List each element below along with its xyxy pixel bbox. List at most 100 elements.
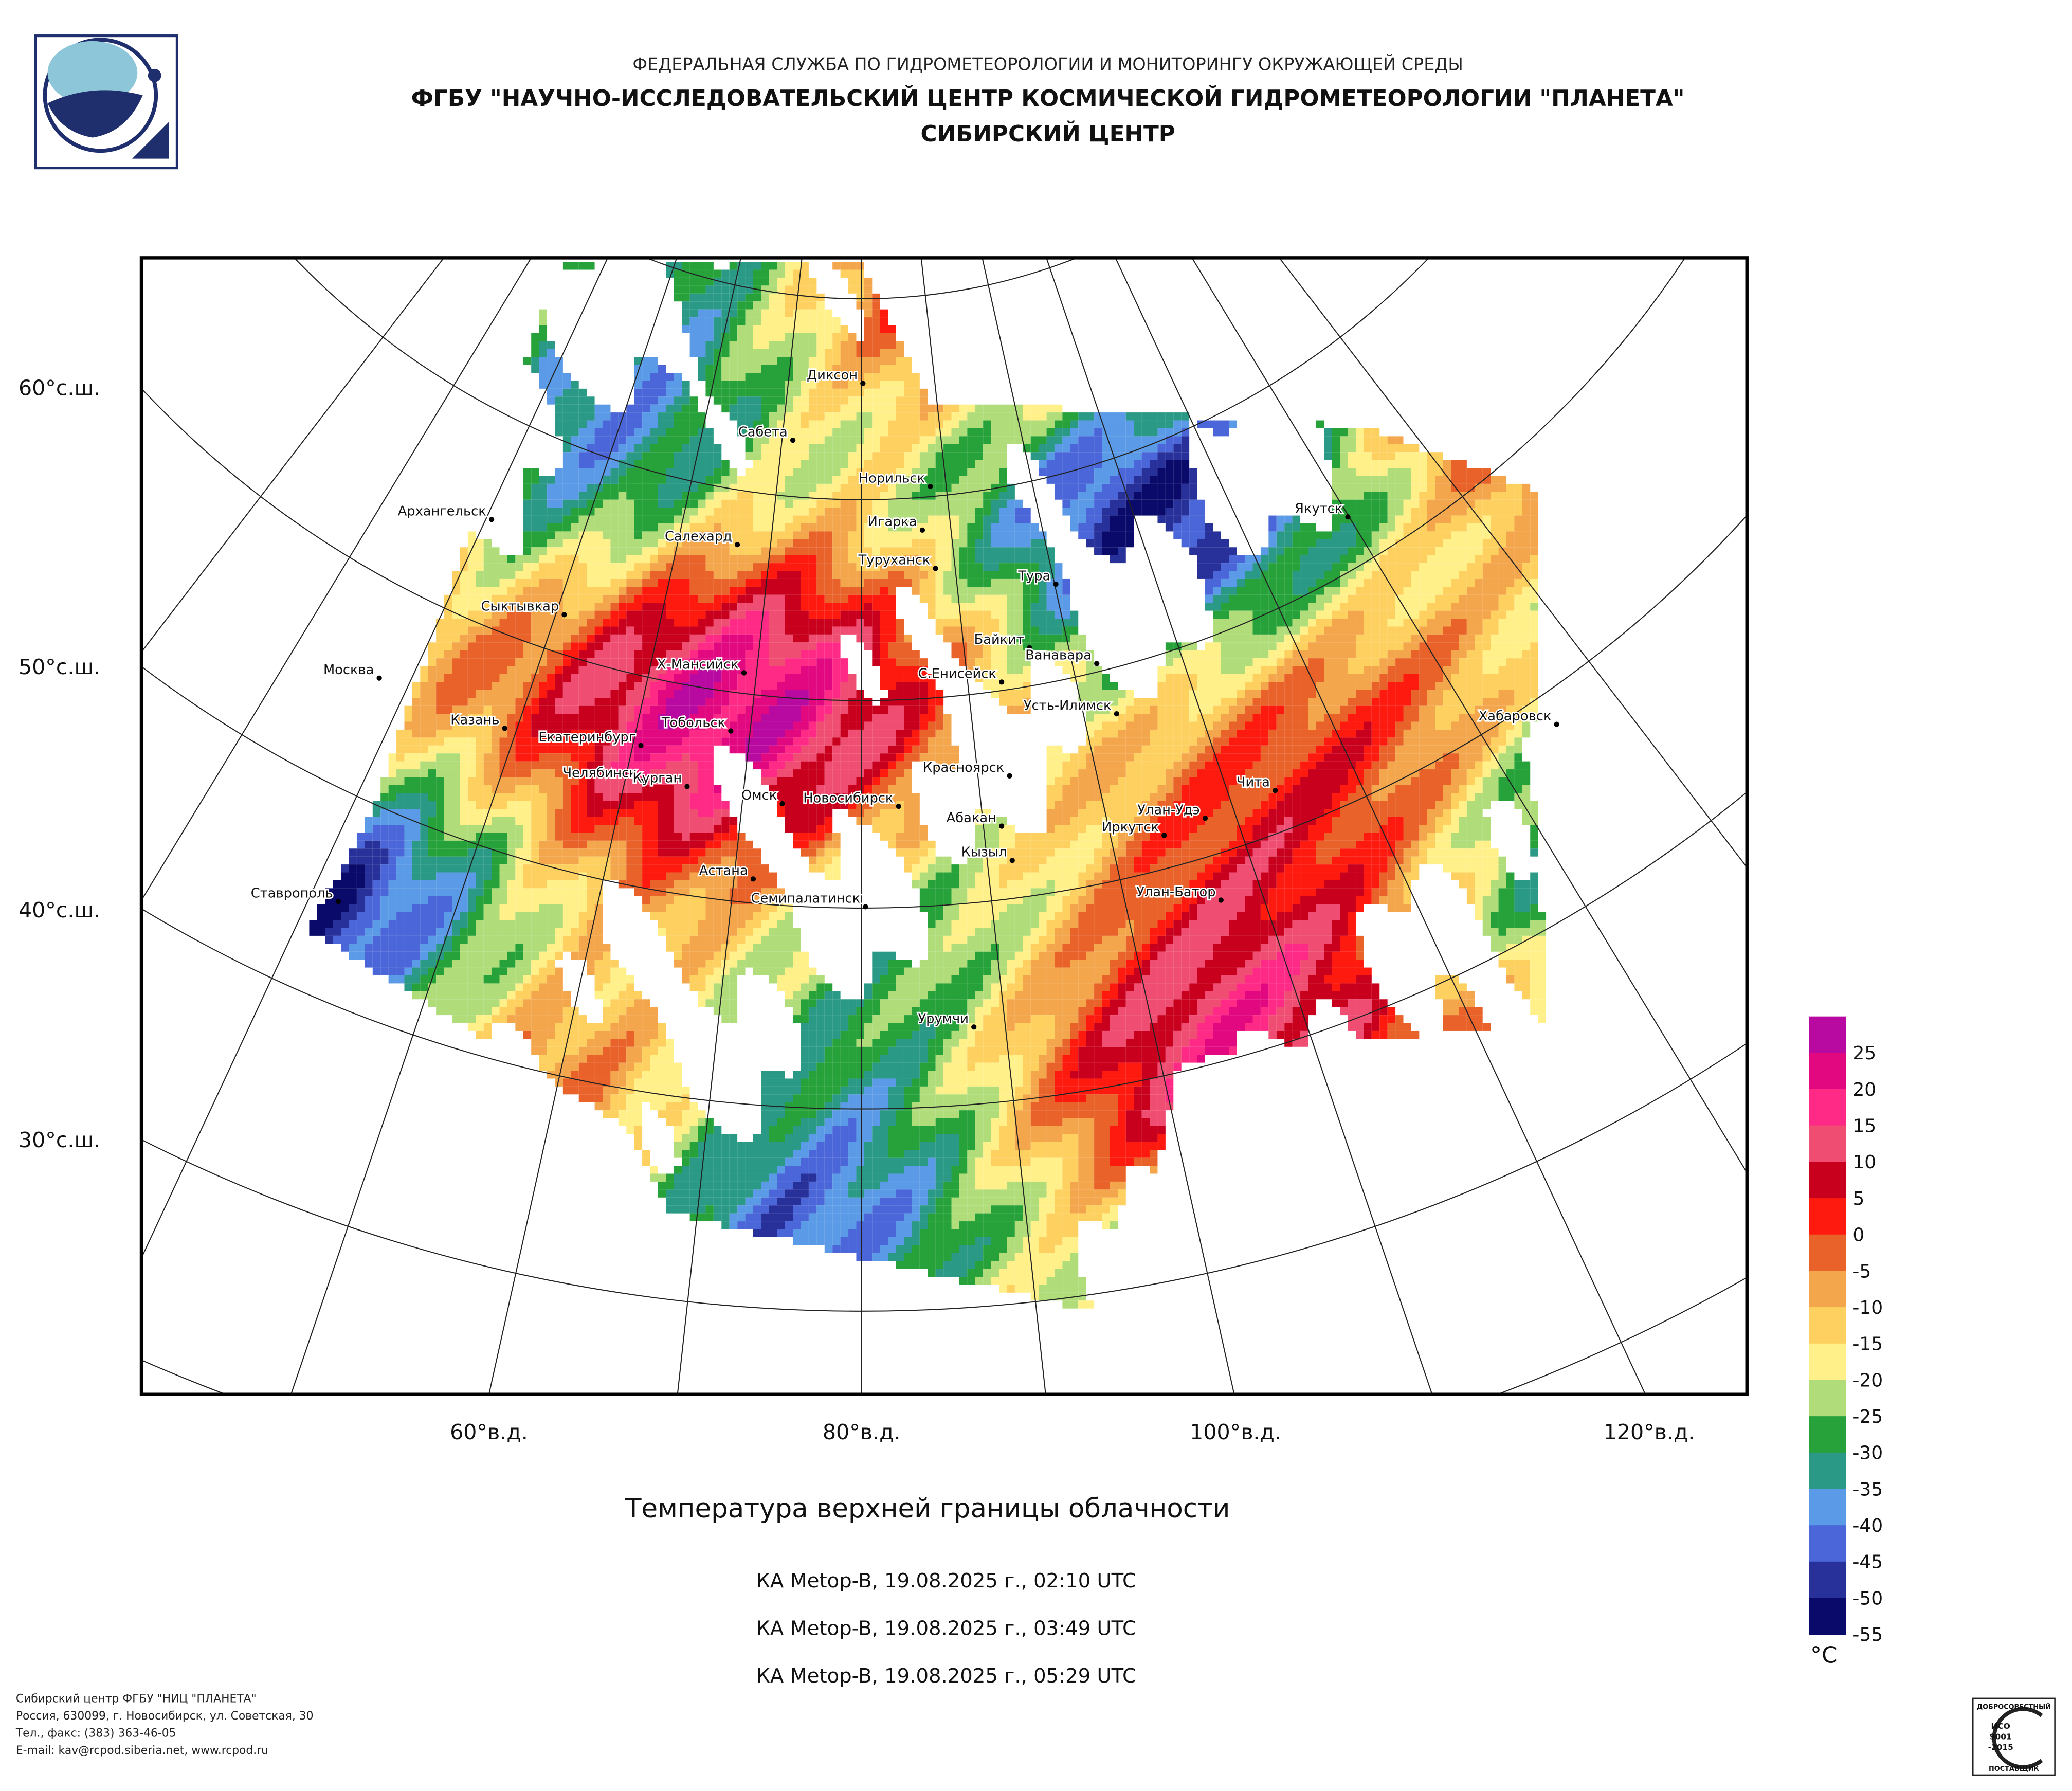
cloud-pixel xyxy=(658,483,666,492)
cloud-pixel xyxy=(1427,610,1435,619)
cloud-pixel xyxy=(1173,658,1182,666)
cloud-pixel xyxy=(523,658,532,666)
cloud-pixel xyxy=(864,492,873,500)
cloud-pixel xyxy=(943,508,952,516)
cloud-pixel xyxy=(967,476,975,484)
cloud-pixel xyxy=(1173,666,1182,674)
cloud-pixel xyxy=(1221,587,1229,595)
cloud-pixel xyxy=(610,674,619,682)
cloud-pixel xyxy=(515,594,523,603)
cloud-pixel xyxy=(840,357,849,365)
cloud-pixel xyxy=(1292,571,1301,579)
cloud-pixel xyxy=(515,610,523,619)
cloud-pixel xyxy=(1491,610,1499,619)
cloud-pixel xyxy=(492,666,500,674)
cloud-pixel xyxy=(594,436,603,444)
cloud-pixel xyxy=(785,412,793,421)
cloud-pixel xyxy=(777,658,785,666)
cloud-pixel xyxy=(1475,626,1483,635)
cloud-pixel xyxy=(547,341,555,349)
cloud-pixel xyxy=(1371,547,1380,555)
cloud-pixel xyxy=(1118,412,1126,421)
cloud-pixel xyxy=(848,619,857,627)
cloud-pixel xyxy=(769,301,777,310)
cloud-pixel xyxy=(499,563,507,571)
cloud-pixel xyxy=(888,642,896,650)
cloud-pixel xyxy=(1284,714,1293,722)
cloud-pixel xyxy=(1459,587,1467,595)
cloud-pixel xyxy=(1348,460,1356,468)
cloud-pixel xyxy=(602,674,611,682)
cloud-pixel xyxy=(1355,578,1364,587)
cloud-pixel xyxy=(444,658,452,666)
cloud-pixel xyxy=(1014,610,1023,619)
cloud-pixel xyxy=(1252,626,1261,635)
cloud-pixel xyxy=(1451,468,1459,476)
cloud-pixel xyxy=(1403,619,1411,627)
cloud-pixel xyxy=(1260,658,1269,666)
cloud-pixel xyxy=(451,594,460,603)
cloud-pixel xyxy=(983,634,991,643)
cloud-pixel xyxy=(999,539,1007,548)
cloud-pixel xyxy=(476,610,484,619)
cloud-pixel xyxy=(761,690,769,698)
cloud-pixel xyxy=(832,349,841,357)
cloud-pixel xyxy=(793,626,801,635)
cloud-pixel xyxy=(634,381,643,389)
cloud-pixel xyxy=(1070,610,1079,619)
cloud-pixel xyxy=(531,571,539,579)
cloud-pixel xyxy=(840,412,849,421)
cloud-pixel xyxy=(1364,634,1372,643)
cloud-pixel xyxy=(1332,705,1340,714)
cloud-pixel xyxy=(1498,658,1506,666)
cloud-pixel xyxy=(745,594,753,603)
cloud-pixel xyxy=(991,619,999,627)
cloud-pixel xyxy=(1514,515,1522,524)
cloud-pixel xyxy=(999,428,1007,437)
cloud-pixel xyxy=(1443,563,1451,571)
cloud-pixel xyxy=(761,515,769,524)
cloud-pixel xyxy=(420,682,428,690)
cloud-pixel xyxy=(1348,690,1356,698)
cloud-pixel xyxy=(1435,476,1443,484)
cloud-pixel xyxy=(1213,547,1221,555)
cloud-pixel xyxy=(919,578,928,587)
cloud-pixel xyxy=(634,698,643,706)
cloud-pixel xyxy=(1102,483,1110,492)
cloud-pixel xyxy=(705,539,714,548)
cloud-pixel xyxy=(983,436,991,444)
cloud-pixel xyxy=(1403,523,1411,532)
cloud-pixel xyxy=(658,650,666,659)
cloud-pixel xyxy=(1054,492,1063,500)
cloud-pixel xyxy=(832,499,841,508)
cloud-pixel xyxy=(721,373,730,381)
cloud-pixel xyxy=(1308,634,1316,643)
cloud-pixel xyxy=(745,333,753,341)
cloud-pixel xyxy=(983,404,991,413)
cloud-pixel xyxy=(872,317,880,325)
cloud-pixel xyxy=(832,578,841,587)
cloud-pixel xyxy=(666,674,674,682)
cloud-pixel xyxy=(1403,642,1411,650)
cloud-pixel xyxy=(769,381,777,389)
cloud-pixel xyxy=(1340,666,1348,674)
cloud-pixel xyxy=(682,262,690,270)
cloud-pixel xyxy=(903,365,912,373)
cloud-pixel xyxy=(1007,587,1015,595)
cloud-pixel xyxy=(713,285,722,294)
cloud-pixel xyxy=(991,436,999,444)
cloud-pixel xyxy=(682,571,690,579)
cloud-pixel xyxy=(928,539,936,548)
cloud-pixel xyxy=(650,571,658,579)
cloud-pixel xyxy=(753,317,761,325)
cloud-pixel xyxy=(578,508,587,516)
cloud-pixel xyxy=(919,420,928,428)
cloud-pixel xyxy=(666,428,674,437)
cloud-pixel xyxy=(1451,619,1459,627)
cloud-pixel xyxy=(785,705,793,714)
cloud-pixel xyxy=(975,642,984,650)
cloud-pixel xyxy=(1506,626,1515,635)
cloud-pixel xyxy=(1506,578,1515,587)
cloud-pixel xyxy=(666,634,674,643)
cloud-pixel xyxy=(1054,563,1063,571)
